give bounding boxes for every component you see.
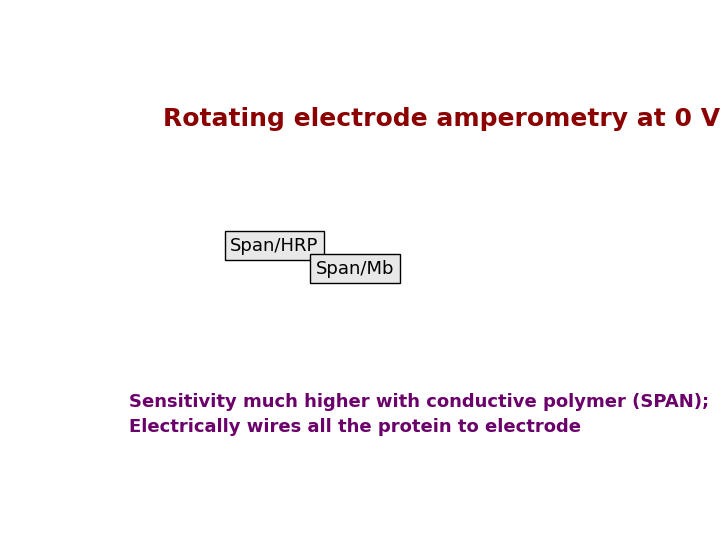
Text: Sensitivity much higher with conductive polymer (SPAN);
Electrically wires all t: Sensitivity much higher with conductive … [129,393,709,436]
Text: Rotating electrode amperometry at 0 V: Rotating electrode amperometry at 0 V [163,107,720,131]
Text: Span/Mb: Span/Mb [316,260,395,278]
Text: Span/HRP: Span/HRP [230,237,318,255]
